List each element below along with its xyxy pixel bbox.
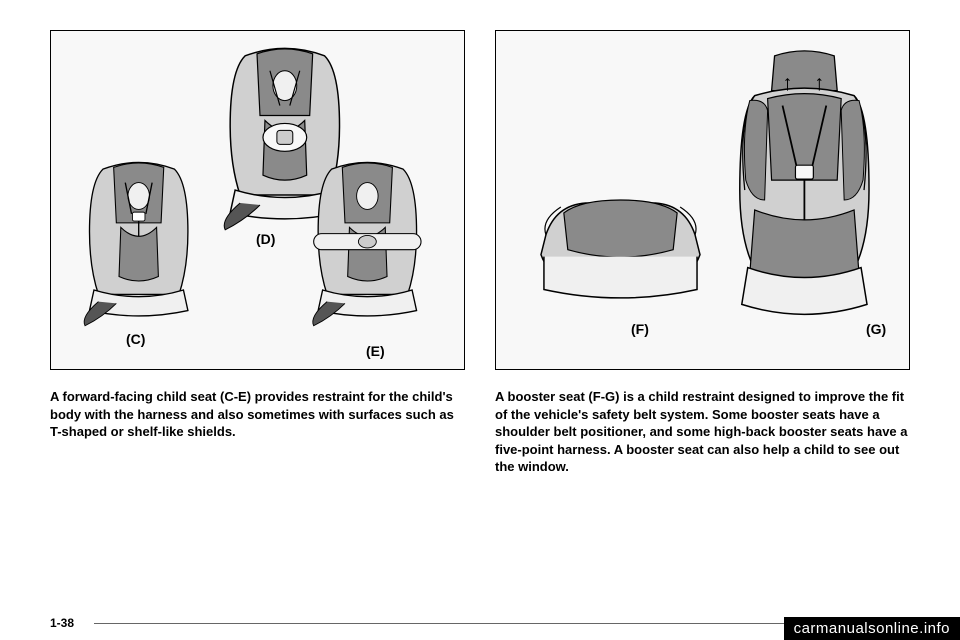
figure-forward-facing: (C) (D) (E) (50, 30, 465, 370)
figure-booster: (F) (G) (495, 30, 910, 370)
page-number: 1-38 (50, 616, 74, 630)
caption-left: A forward-facing child seat (C-E) provid… (50, 388, 465, 441)
caption-right: A booster seat (F-G) is a child restrain… (495, 388, 910, 476)
label-c: (C) (126, 331, 145, 347)
content-columns: (C) (D) (E) A forward-facing child seat … (50, 30, 910, 616)
booster-seats-illustration (496, 31, 909, 369)
page-footer: 1-38 (50, 616, 910, 640)
label-f: (F) (631, 321, 649, 337)
right-column: (F) (G) A booster seat (F-G) is a child … (495, 30, 910, 616)
watermark: carmanualsonline.info (784, 617, 960, 640)
manual-page: (C) (D) (E) A forward-facing child seat … (0, 0, 960, 640)
left-column: (C) (D) (E) A forward-facing child seat … (50, 30, 465, 616)
label-e: (E) (366, 343, 385, 359)
label-g: (G) (866, 321, 886, 337)
label-d: (D) (256, 231, 275, 247)
forward-facing-seats-illustration (51, 31, 464, 369)
